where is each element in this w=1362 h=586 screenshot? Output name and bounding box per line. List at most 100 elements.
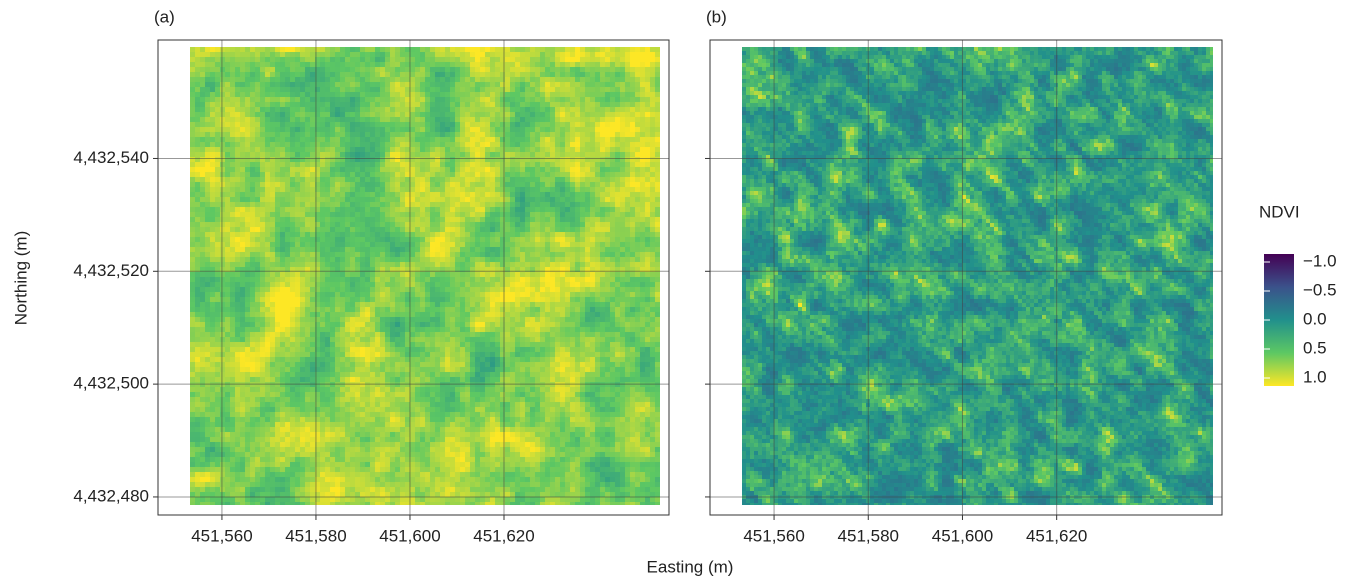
raster-cell — [530, 287, 535, 292]
raster-cell — [300, 52, 305, 57]
raster-cell — [465, 197, 470, 202]
raster-cell — [300, 162, 305, 167]
raster-cell — [425, 182, 430, 187]
raster-cell — [230, 72, 235, 77]
raster-cell — [475, 232, 480, 237]
raster-cell — [430, 137, 435, 142]
raster-cell — [610, 77, 615, 82]
raster-cell — [600, 177, 605, 182]
raster-cell — [450, 47, 455, 52]
raster-cell — [475, 177, 480, 182]
raster-cell — [215, 172, 220, 177]
raster-cell — [565, 112, 570, 117]
raster-cell — [290, 212, 295, 217]
raster-cell — [520, 87, 525, 92]
raster-cell — [450, 157, 455, 162]
raster-cell — [420, 257, 425, 262]
raster-cell — [510, 182, 515, 187]
raster-cell — [525, 172, 530, 177]
raster-cell — [280, 57, 285, 62]
raster-cell — [445, 127, 450, 132]
raster-cell — [300, 172, 305, 177]
raster-cell — [470, 77, 475, 82]
raster-cell — [550, 292, 555, 297]
raster-cell — [255, 252, 260, 257]
raster-cell — [255, 112, 260, 117]
raster-cell — [545, 152, 550, 157]
raster-cell — [365, 47, 370, 52]
raster-cell — [275, 292, 280, 297]
raster-cell — [365, 307, 370, 312]
raster-cell — [410, 172, 415, 177]
raster-cell — [420, 207, 425, 212]
raster-cell — [350, 132, 355, 137]
raster-cell — [370, 102, 375, 107]
raster-cell — [350, 302, 355, 307]
raster-cell — [375, 222, 380, 227]
raster-cell — [455, 222, 460, 227]
raster-cell — [465, 87, 470, 92]
raster-cell — [470, 72, 475, 77]
raster-cell — [445, 167, 450, 172]
raster-cell — [245, 137, 250, 142]
raster-cell — [645, 152, 650, 157]
raster-cell — [370, 112, 375, 117]
raster-cell — [455, 112, 460, 117]
raster-cell — [645, 97, 650, 102]
raster-cell — [340, 207, 345, 212]
raster-cell — [335, 237, 340, 242]
raster-cell — [640, 257, 645, 262]
raster-cell — [620, 177, 625, 182]
raster-cell — [480, 87, 485, 92]
raster-cell — [590, 152, 595, 157]
raster-cell — [375, 192, 380, 197]
raster-cell — [345, 297, 350, 302]
raster-cell — [285, 102, 290, 107]
raster-cell — [635, 282, 640, 287]
raster-cell — [215, 252, 220, 257]
raster-cell — [215, 237, 220, 242]
raster-cell — [495, 122, 500, 127]
raster-cell — [520, 237, 525, 242]
raster-cell — [265, 177, 270, 182]
raster-cell — [470, 282, 475, 287]
raster-cell — [390, 122, 395, 127]
raster-cell — [415, 122, 420, 127]
raster-cell — [250, 77, 255, 82]
raster-cell — [305, 112, 310, 117]
raster-cell — [225, 257, 230, 262]
raster-cell — [655, 147, 660, 152]
raster-cell — [595, 147, 600, 152]
raster-cell — [240, 57, 245, 62]
raster-cell — [390, 137, 395, 142]
raster-cell — [365, 87, 370, 92]
raster-cell — [530, 167, 535, 172]
raster-cell — [350, 82, 355, 87]
raster-cell — [580, 107, 585, 112]
raster-cell — [610, 197, 615, 202]
raster-cell — [425, 57, 430, 62]
raster-cell — [615, 97, 620, 102]
raster-cell — [485, 62, 490, 67]
raster-cell — [585, 132, 590, 137]
raster-cell — [585, 297, 590, 302]
raster-cell — [415, 182, 420, 187]
raster-cell — [605, 192, 610, 197]
raster-cell — [215, 77, 220, 82]
raster-cell — [460, 272, 465, 277]
raster-cell — [615, 72, 620, 77]
raster-cell — [305, 82, 310, 87]
raster-cell — [555, 82, 560, 87]
raster-cell — [625, 97, 630, 102]
raster-cell — [265, 172, 270, 177]
raster-cell — [220, 157, 225, 162]
raster-cell — [215, 227, 220, 232]
raster-cell — [620, 87, 625, 92]
raster-cell — [630, 262, 635, 267]
raster-cell — [465, 307, 470, 312]
raster-cell — [330, 262, 335, 267]
raster-cell — [240, 127, 245, 132]
raster-cell — [560, 212, 565, 217]
raster-cell — [585, 197, 590, 202]
raster-cell — [515, 277, 520, 282]
